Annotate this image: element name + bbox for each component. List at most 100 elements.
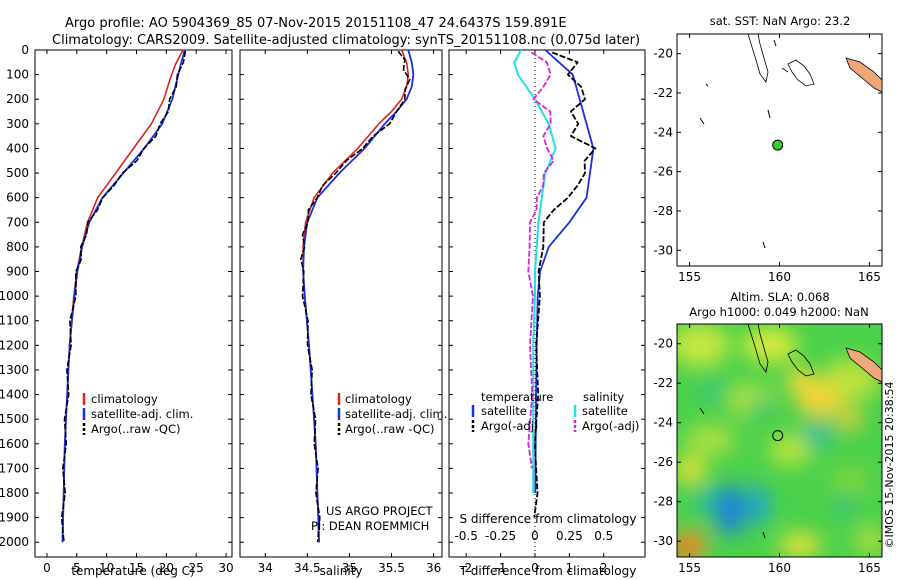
temperature-tick-label: 10 <box>99 561 114 575</box>
salinity-tick-label: 35 <box>342 561 357 575</box>
t-difference-tick-label: -1 <box>495 561 507 575</box>
legend-label-t-argo: Argo(-adj) <box>481 419 538 433</box>
legend-label-t-satellite: satellite <box>481 404 527 418</box>
s-difference-tick-label: 0.5 <box>594 529 613 543</box>
reef-mark <box>773 39 777 47</box>
depth-tick-label: 400 <box>6 141 29 155</box>
depth-tick-label: 900 <box>6 265 29 279</box>
depth-tick-label: 100 <box>6 68 29 82</box>
sla-heatmap <box>677 324 882 557</box>
longitude-tick-label: 155 <box>678 561 701 575</box>
depth-axis: 0 100 200 300 400 500 600 700 800 900 1000 1100 1200… <box>0 43 645 549</box>
header-line-1: Argo profile: AO 5904369_85 07-Nov-2015 … <box>65 16 567 31</box>
latitude-tick-label: -30 <box>653 534 673 548</box>
temperature-tick-label: 20 <box>159 561 174 575</box>
latitude-tick-label: -24 <box>653 125 673 139</box>
argo-temperature-line <box>60 51 187 543</box>
salinity-axis: 34 34.5 35 35.5 36 <box>258 50 441 575</box>
climatology-temperature-line <box>61 50 184 543</box>
depth-tick-label: 1400 <box>0 388 29 402</box>
sla-anomaly-field <box>677 324 882 557</box>
depth-tick-label: 500 <box>6 166 29 180</box>
latitude-tick-label: -22 <box>653 86 673 100</box>
longitude-tick-label: 165 <box>858 270 881 284</box>
argo-position-marker <box>772 139 784 151</box>
salinity-profiles <box>299 50 415 543</box>
s-difference-tick-label: 0 <box>531 529 539 543</box>
salinity-tick-label: 36 <box>426 561 441 575</box>
temperature-tick-label: 15 <box>129 561 144 575</box>
reef-mark <box>699 117 705 125</box>
salinity-satellite-diff-line <box>513 50 557 493</box>
new-caledonia-coast <box>747 34 769 83</box>
longitude-tick-label: 165 <box>858 561 881 575</box>
latitude-tick-label: -30 <box>653 243 673 257</box>
t-difference-tick-label: 0 <box>531 561 539 575</box>
legend-label-satellite: satellite-adj. clim. <box>345 407 447 421</box>
depth-tick-label: 1600 <box>0 437 29 451</box>
depth-tick-label: 1800 <box>0 486 29 500</box>
depth-tick-label: 600 <box>6 191 29 205</box>
latitude-tick-label: -20 <box>653 47 673 61</box>
sla-map-title-2: Argo h1000: 0.049 h2000: NaN <box>689 305 868 319</box>
salinity-legend: climatology satellite-adj. clim. Argo(..… <box>337 392 447 436</box>
depth-tick-label: 1500 <box>0 412 29 426</box>
latitude-tick-label: -26 <box>653 165 673 179</box>
latitude-tick-label: -28 <box>653 495 673 509</box>
s-difference-tick-label: 0.25 <box>556 529 583 543</box>
satellite-salinity-line <box>302 50 415 543</box>
depth-tick-label: 300 <box>6 117 29 131</box>
sla-map-panel: Altim. SLA: 0.068 Argo h1000: 0.049 h200… <box>653 290 883 575</box>
argo-position-marker <box>772 430 784 442</box>
t-difference-tick-label: -2 <box>460 561 472 575</box>
header-line-2: Climatology: CARS2009. Satellite-adjuste… <box>52 33 640 48</box>
difference-panel: -2 -1 0 1 2 -0.5 -0.25 0 0.25 0.5 S difference fr… <box>448 49 646 578</box>
legend-heading-salinity: salinity <box>583 390 624 404</box>
temperature-tick-label: 30 <box>218 561 233 575</box>
legend-label-climatology: climatology <box>91 392 158 406</box>
salinity-tick-label: 34 <box>258 561 273 575</box>
argo-salinity-line <box>299 50 411 543</box>
reef-mark <box>762 531 766 539</box>
temperature-tick-label: 25 <box>189 561 204 575</box>
depth-tick-label: 0 <box>21 43 29 57</box>
s-difference-label: S difference from climatology <box>460 512 637 526</box>
difference-axis: -2 -1 0 1 2 -0.5 -0.25 0 0.25 0.5 <box>454 50 613 575</box>
temperature-axis: 0 5 10 15 20 25 30 <box>43 50 234 575</box>
difference-plot-frame <box>448 49 646 558</box>
longitude-tick-label: 155 <box>678 270 701 284</box>
depth-tick-label: 200 <box>6 92 29 106</box>
satellite-temperature-line <box>61 50 186 543</box>
temperature-panel: 0100200300400500600700800900100011001200… <box>0 43 645 578</box>
legend-label-argo: Argo(..raw -QC) <box>345 422 435 436</box>
island-coast <box>787 349 815 377</box>
temperature-tick-label: 0 <box>43 561 51 575</box>
credit-pi: PI: DEAN ROEMMICH <box>311 519 429 533</box>
credit-project: US ARGO PROJECT <box>326 504 434 518</box>
salinity-tick-label: 35.5 <box>378 561 405 575</box>
sst-map-title: sat. SST: NaN Argo: 23.2 <box>710 14 851 28</box>
reef-mark <box>762 241 766 249</box>
depth-tick-label: 2000 <box>0 535 29 549</box>
legend-label-satellite: satellite-adj. clim. <box>91 407 193 421</box>
legend-label-s-satellite: satellite <box>582 404 628 418</box>
temperature-plot-frame <box>34 49 233 558</box>
latitude-tick-label: -24 <box>653 416 673 430</box>
salinity-panel: 34 34.5 35 35.5 36 salinity climatology sate… <box>239 49 447 578</box>
salinity-argo-diff-line <box>527 51 555 469</box>
s-difference-tick-label: -0.25 <box>485 529 516 543</box>
island-coast <box>781 67 789 73</box>
sla-map-axes: 155 160 165 -20 -22 -24 -26 -28 -30 <box>653 324 882 575</box>
reef-mark <box>767 109 771 119</box>
sst-map-panel: sat. SST: NaN Argo: 23.2 155 160 165 -20 -22… <box>653 14 883 284</box>
difference-profiles <box>513 50 597 518</box>
legend-label-argo: Argo(..raw -QC) <box>91 422 181 436</box>
depth-tick-label: 1200 <box>0 338 29 352</box>
new-caledonia-coast <box>747 324 769 373</box>
latitude-tick-label: -22 <box>653 376 673 390</box>
temperature-legend: climatology satellite-adj. clim. Argo(..… <box>82 392 193 436</box>
longitude-tick-label: 160 <box>768 270 791 284</box>
sst-map-coastlines <box>699 34 882 249</box>
depth-tick-label: 800 <box>6 240 29 254</box>
